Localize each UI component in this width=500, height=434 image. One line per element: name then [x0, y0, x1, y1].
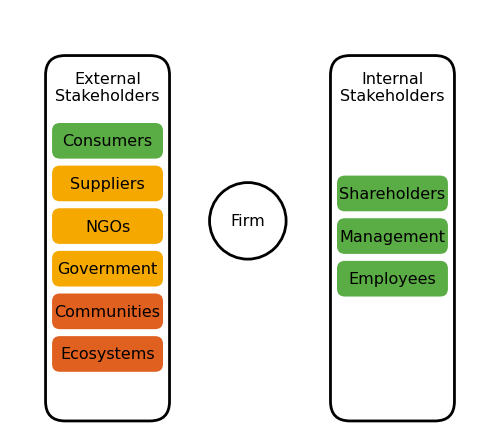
Text: Communities: Communities	[54, 304, 160, 319]
Text: Firm: Firm	[230, 214, 265, 229]
Text: NGOs: NGOs	[85, 219, 130, 234]
FancyBboxPatch shape	[337, 219, 448, 254]
FancyBboxPatch shape	[337, 176, 448, 212]
FancyBboxPatch shape	[52, 294, 163, 329]
FancyBboxPatch shape	[46, 56, 170, 421]
Text: Employees: Employees	[348, 272, 436, 286]
Circle shape	[210, 183, 286, 260]
FancyBboxPatch shape	[330, 56, 454, 421]
Text: Internal
Stakeholders: Internal Stakeholders	[340, 72, 444, 104]
Text: Suppliers: Suppliers	[70, 177, 145, 191]
Text: Shareholders: Shareholders	[340, 187, 446, 201]
FancyBboxPatch shape	[337, 261, 448, 297]
Text: Consumers: Consumers	[62, 134, 152, 149]
FancyBboxPatch shape	[52, 124, 163, 159]
Text: Management: Management	[340, 229, 446, 244]
Text: External
Stakeholders: External Stakeholders	[56, 72, 160, 104]
FancyBboxPatch shape	[52, 166, 163, 202]
Text: Government: Government	[58, 262, 158, 276]
FancyBboxPatch shape	[52, 336, 163, 372]
FancyBboxPatch shape	[52, 209, 163, 244]
Text: Ecosystems: Ecosystems	[60, 347, 155, 362]
FancyBboxPatch shape	[52, 251, 163, 287]
